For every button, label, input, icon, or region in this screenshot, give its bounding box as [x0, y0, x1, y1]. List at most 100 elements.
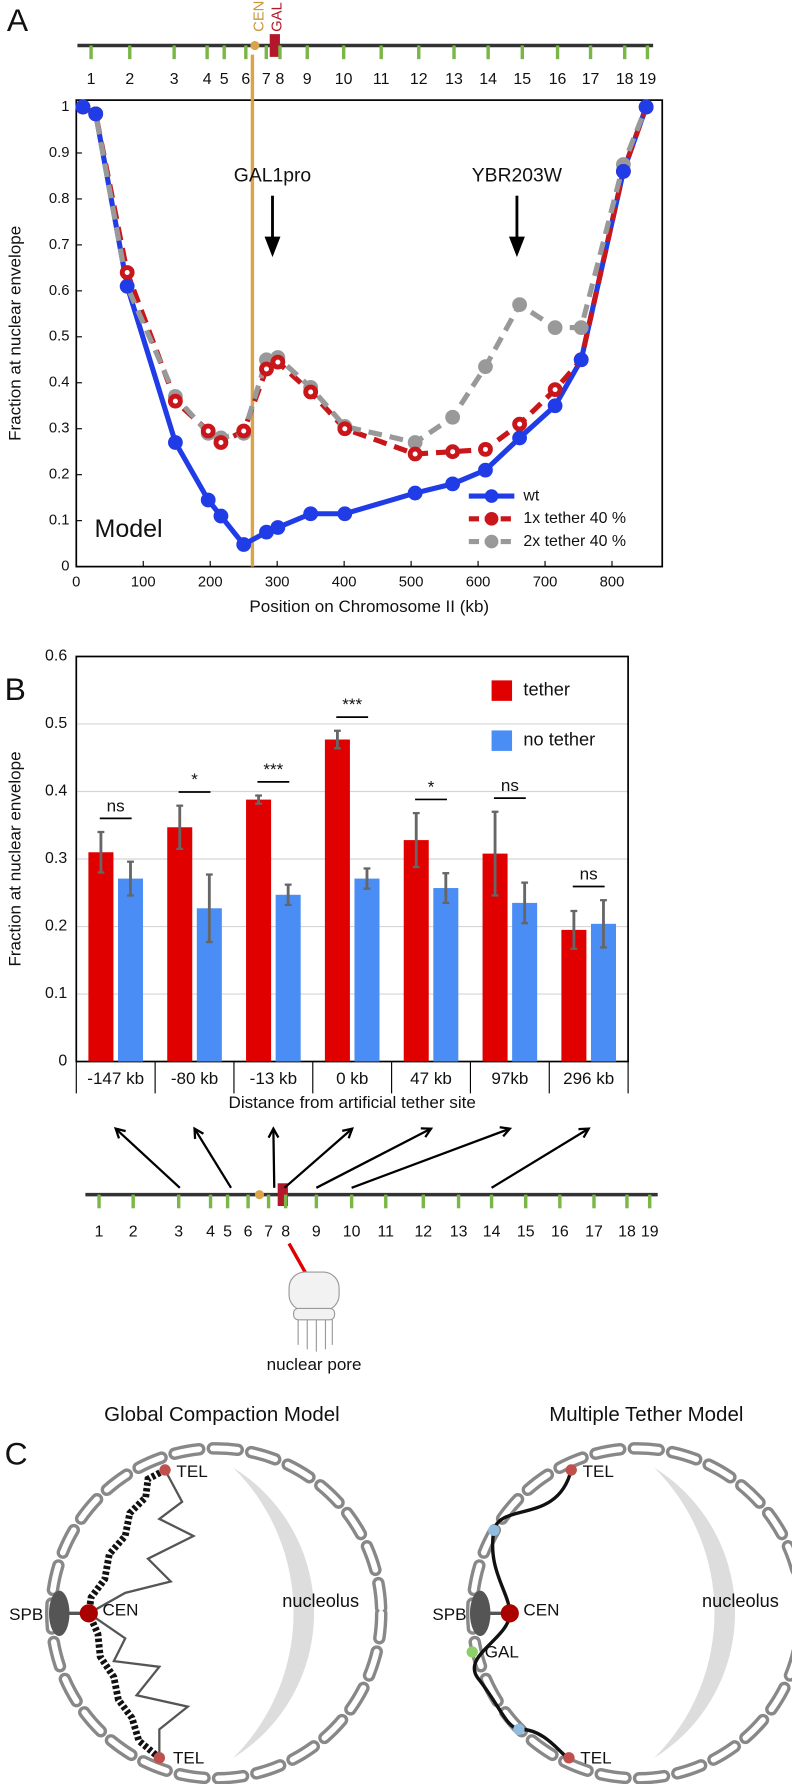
data-point — [638, 99, 654, 115]
bar — [246, 799, 272, 1062]
bar — [167, 827, 193, 1062]
chromosome-label: 10 — [335, 71, 353, 88]
model-title: Multiple Tether Model — [549, 1403, 743, 1426]
data-point — [303, 506, 319, 522]
data-point — [200, 492, 216, 508]
y-tick-label: 0.2 — [45, 918, 67, 935]
chromosome-label: 4 — [203, 71, 212, 88]
x-tick-label: 0 kb — [336, 1069, 368, 1088]
chromosome-label: 16 — [549, 71, 567, 88]
legend-label: 1x tether 40 % — [523, 510, 626, 527]
nucleolus-label: nucleolus — [282, 1591, 359, 1611]
chromosome-label: 11 — [373, 71, 390, 88]
chromosome-label: 17 — [585, 1223, 603, 1240]
chromosome-label: 5 — [223, 1223, 232, 1240]
arrowhead — [264, 236, 281, 258]
pore-label: nuclear pore — [267, 1355, 362, 1374]
chromosome-label: 13 — [450, 1223, 468, 1240]
point-core — [552, 387, 558, 393]
nucleus-right — [466, 1442, 792, 1784]
chromosome-label: 6 — [244, 1223, 253, 1240]
tel-label: TEL — [583, 1462, 614, 1481]
data-point — [407, 485, 423, 501]
chromosome-label: 8 — [281, 1223, 290, 1240]
y-tick-label: 1 — [61, 99, 69, 115]
chromosome-label: 15 — [517, 1223, 535, 1240]
data-point — [573, 352, 589, 368]
bar — [88, 852, 114, 1062]
bar — [561, 929, 587, 1062]
bar — [512, 902, 538, 1062]
data-point — [573, 320, 589, 336]
x-tick-label: 300 — [265, 574, 290, 590]
data-point — [547, 320, 563, 336]
link-arrow — [315, 1127, 432, 1189]
data-point — [75, 99, 91, 115]
data-point — [88, 106, 104, 122]
chromosome-label: 11 — [378, 1223, 395, 1240]
x-tick-label: 700 — [533, 574, 558, 590]
x-tick-label: 296 kb — [563, 1069, 614, 1088]
bar — [433, 888, 459, 1062]
significance-label: * — [191, 770, 198, 789]
chromosome-label: 18 — [618, 1223, 636, 1240]
chromosome-label: 8 — [276, 71, 285, 88]
legend-label: tether — [523, 679, 570, 699]
gal-label: GAL — [485, 1643, 519, 1662]
y-tick-label: 0.1 — [49, 513, 70, 529]
data-point — [512, 297, 527, 313]
data-point — [213, 508, 229, 524]
bar — [117, 878, 144, 1062]
data-point — [478, 359, 493, 375]
chromosome-label: 1 — [87, 71, 96, 88]
y-tick-label: 0.4 — [45, 783, 67, 800]
chromosome-label: 15 — [513, 71, 531, 88]
chromosome-label: 14 — [483, 1223, 501, 1240]
point-core — [172, 398, 178, 404]
x-tick-label: 400 — [332, 574, 357, 590]
significance-label: ns — [580, 865, 598, 884]
chromosome-label: 9 — [303, 71, 312, 88]
panel-label: C — [5, 1436, 28, 1472]
arrowhead — [508, 236, 525, 258]
series-line — [81, 104, 649, 457]
legend-swatch — [491, 730, 513, 751]
arrowhead — [193, 1126, 204, 1139]
tel-label: TEL — [176, 1462, 207, 1481]
panel-label: A — [7, 2, 29, 38]
centromere — [250, 40, 260, 51]
x-axis-label: Distance from artificial tether site — [229, 1093, 476, 1112]
legend-swatch — [491, 680, 513, 701]
y-tick-label: 0 — [58, 1053, 67, 1070]
chromosome-label: 10 — [343, 1223, 361, 1240]
point-core — [482, 446, 488, 452]
chromosome-label: 9 — [312, 1223, 321, 1240]
cen-label: CEN — [523, 1601, 559, 1620]
legend-label: wt — [522, 487, 539, 504]
link-arrow — [193, 1128, 232, 1189]
bar — [354, 878, 380, 1062]
arrowhead — [499, 1126, 513, 1138]
point-core — [450, 449, 456, 455]
y-tick-label: 0.6 — [49, 283, 70, 299]
chromosome-label: 19 — [639, 71, 657, 88]
y-tick-label: 0.3 — [45, 850, 67, 867]
chromosome-label: 7 — [264, 1223, 273, 1240]
y-tick-label: 0.9 — [49, 145, 70, 161]
data-point — [478, 462, 493, 478]
bar — [324, 739, 350, 1062]
gal-locus — [277, 1183, 288, 1207]
data-point — [547, 398, 563, 414]
link-arrow — [272, 1128, 276, 1188]
cen-label: CEN — [251, 1, 267, 32]
legend-marker — [484, 511, 499, 526]
significance-label: ns — [107, 796, 125, 815]
y-tick-label: 0.5 — [49, 329, 70, 345]
chromosome-label: 3 — [170, 71, 179, 88]
x-tick-label: 47 kb — [410, 1069, 452, 1088]
x-tick-label: 97kb — [491, 1069, 528, 1088]
panel-label: B — [5, 671, 26, 707]
legend-label: no tether — [523, 729, 595, 749]
